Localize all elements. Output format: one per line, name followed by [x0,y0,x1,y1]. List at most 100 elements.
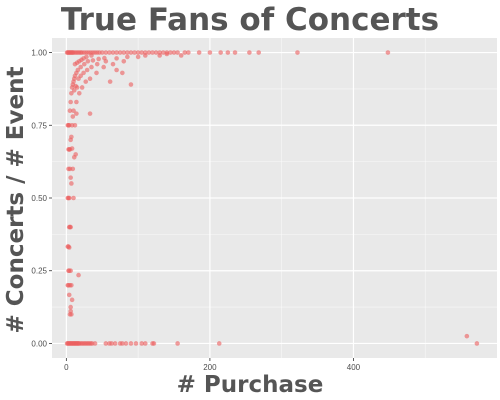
data-point [107,50,112,55]
chart-title: True Fans of Concerts [60,2,440,38]
data-point [71,108,76,114]
y-tick-label: 0.25 [31,267,47,276]
data-point [232,50,238,55]
data-point [72,122,78,128]
data-point [160,50,166,55]
data-point [295,50,300,55]
data-point [94,70,99,76]
data-point [74,99,79,105]
data-point [96,56,101,62]
data-point [74,111,79,116]
data-point [83,79,89,84]
data-point [68,137,73,143]
data-point [464,333,470,339]
data-point [103,58,109,64]
data-point [81,70,86,76]
data-point [92,341,98,346]
data-point [66,292,72,298]
data-point [81,61,87,67]
data-point [114,50,119,55]
data-point [125,54,130,60]
data-point [114,56,119,61]
data-point [182,50,188,55]
data-point [78,64,84,70]
data-point [474,341,480,346]
data-point [133,341,139,346]
minor-gridlines [52,38,497,358]
data-point [171,50,177,55]
data-point [139,50,145,55]
data-point [207,50,213,55]
data-point [66,166,71,172]
tick-labels: 0 200 400 0.00 0.25 0.50 0.75 1.00 [31,49,360,372]
y-tick-label: 0.75 [31,121,47,130]
data-point [71,195,76,201]
data-point [78,73,84,79]
data-point [143,341,148,346]
x-axis-title: # Purchase [176,372,324,398]
data-point [110,50,116,55]
data-point [70,114,76,119]
data-point [146,50,152,55]
data-point [66,245,72,250]
data-point [247,50,252,55]
data-point [139,341,145,346]
data-point [68,304,73,310]
data-point [110,61,116,67]
data-point [112,341,118,346]
data-point [143,53,148,58]
data-point [66,195,72,201]
data-point [123,341,129,346]
data-point [128,341,134,346]
data-point [99,50,105,55]
axis-ticks [49,52,354,361]
data-point [178,53,184,58]
data-point [71,76,77,82]
x-tick-label: 400 [347,363,361,372]
data-point [75,67,81,73]
data-point [73,83,78,89]
data-point [67,224,73,230]
data-point [164,51,170,57]
data-point [218,50,223,55]
data-point [69,90,74,96]
data-point [168,50,173,55]
data-point [69,282,74,288]
x-tick-label: 200 [203,363,217,372]
data-point [69,297,75,303]
data-point [120,70,125,76]
data-point [69,181,74,186]
data-point [128,50,134,55]
data-point [79,85,85,90]
data-point [186,50,191,55]
data-point [121,58,127,64]
data-point [128,82,134,87]
data-point [151,341,157,346]
data-point [125,50,130,55]
data-point [85,58,91,64]
y-tick-label: 0.50 [31,194,47,203]
data-point [68,308,73,314]
data-point [101,64,106,70]
data-point [90,58,96,63]
data-points [64,50,480,346]
data-point [135,54,141,60]
data-point [103,50,109,55]
data-point [225,50,231,55]
data-point [87,76,93,82]
data-point [84,54,89,60]
data-point [256,50,262,55]
data-point [76,272,81,278]
data-point [87,111,93,116]
data-point [135,50,141,55]
data-point [385,50,391,55]
data-point [71,154,77,160]
data-point [216,341,222,346]
data-point [121,50,127,55]
data-point [89,64,94,70]
data-point [76,90,82,96]
data-point [89,53,94,58]
data-point [69,85,75,90]
data-point [120,341,125,346]
